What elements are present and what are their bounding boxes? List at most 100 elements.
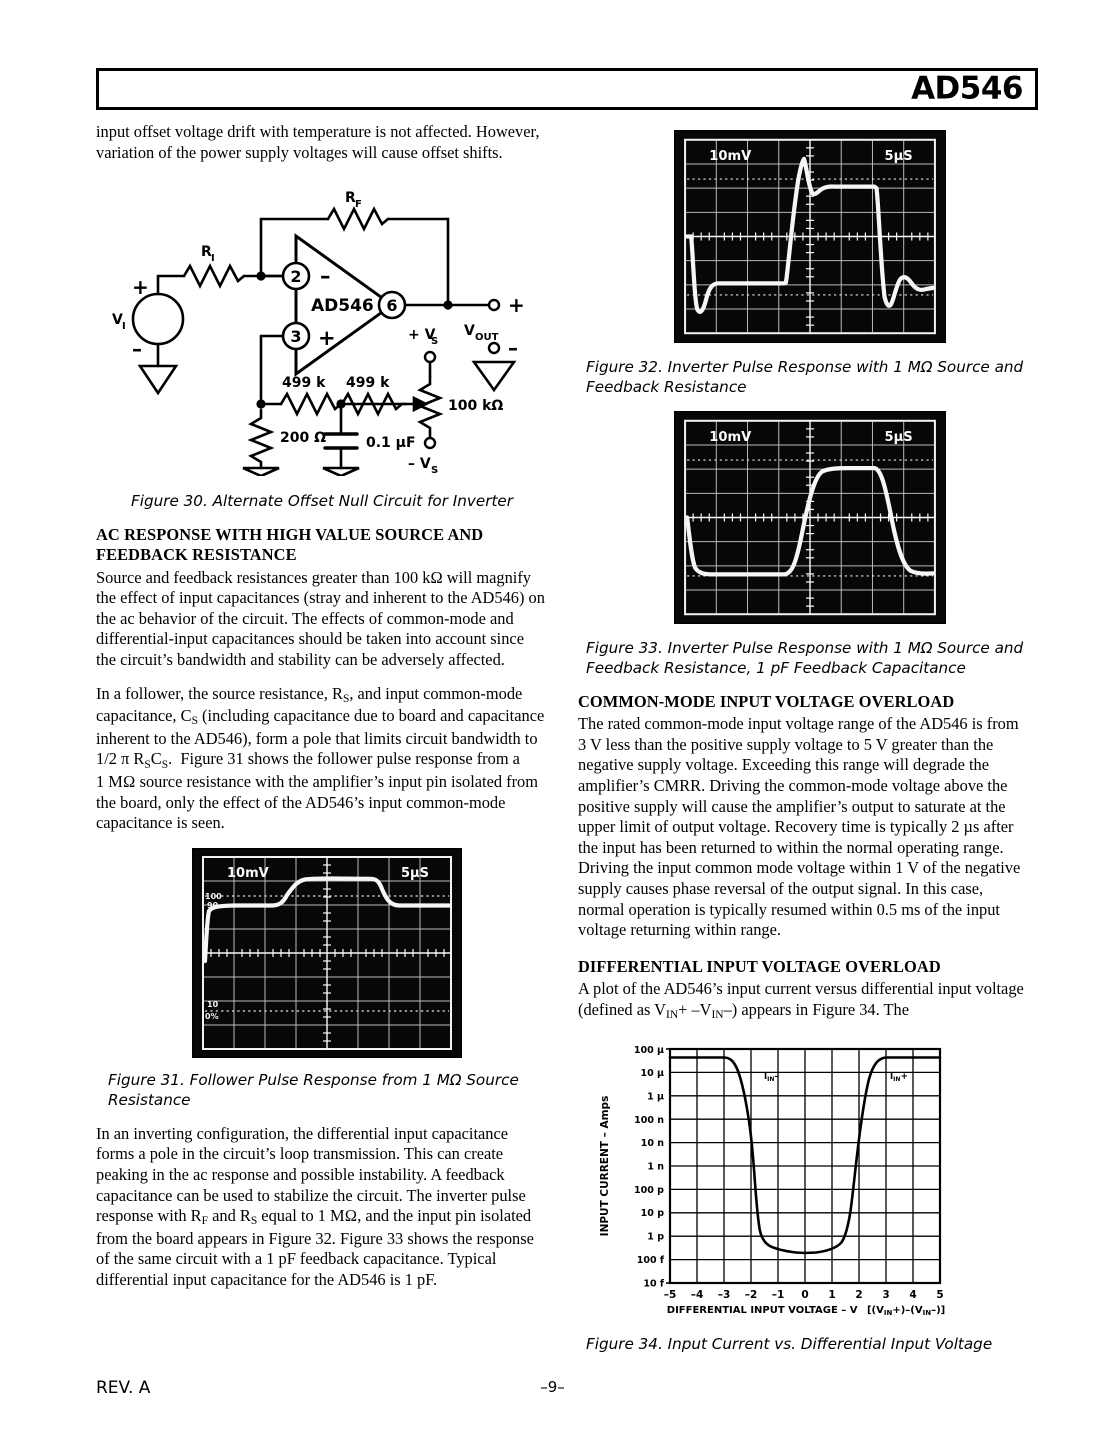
vout-plus-sign: + [508, 293, 525, 317]
right-column: 10mV 5µS Figure 32. Inverter Pulse Respo… [578, 122, 1030, 1368]
chart-annotation-iin-minus: IIN– [764, 1072, 779, 1083]
svg-text:1 p: 1 p [647, 1232, 664, 1243]
vs-pos-sub: S [431, 336, 438, 347]
chart-series-iin-minus [668, 1056, 807, 1255]
svg-text:1: 1 [828, 1289, 835, 1301]
input-current-chart-svg: 100 µ 10 µ 1 µ 100 n 10 n 1 n 100 p 10 p… [578, 1035, 978, 1326]
circuit-schematic-svg: 2 3 6 – + AD546 R F R I V I + – + – V OU… [112, 190, 525, 478]
svg-text:2: 2 [855, 1289, 862, 1301]
scope31-marker-0: 0% [205, 1012, 219, 1021]
intro-paragraph: input offset voltage drift with temperat… [96, 122, 540, 162]
heading-ac-response: AC RESPONSE WITH HIGH VALUE SOURCE AND F… [96, 525, 484, 565]
pin-6-bubble [377, 290, 407, 320]
node-dot-null-mid [336, 399, 346, 409]
chart-x-tick-labels: –5 –4 –3 –2 –1 0 1 2 3 4 5 [664, 1289, 944, 1301]
page-header-rule: AD546 [96, 68, 1038, 110]
svg-text:4: 4 [909, 1289, 916, 1301]
svg-text:10 p: 10 p [641, 1208, 665, 1219]
vi-minus-sign: – [132, 337, 142, 361]
svg-text:0: 0 [801, 1289, 808, 1301]
chart-series-iin-plus [803, 1056, 942, 1255]
scope31-marker-90: 90 [207, 901, 219, 910]
rf-sub: F [355, 199, 362, 210]
inverting-sign: – [320, 264, 331, 288]
inverting-config-paragraph: In an inverting configuration, the diffe… [96, 1123, 534, 1289]
vout-sub: OUT [475, 332, 499, 343]
svg-text:–1: –1 [772, 1289, 785, 1301]
scope31-vertical-scale: 10mV [227, 866, 269, 881]
svg-text:–4: –4 [691, 1289, 704, 1301]
svg-text:–5: –5 [664, 1289, 677, 1301]
svg-text:1 n: 1 n [647, 1162, 664, 1173]
differential-paragraph: A plot of the AD546’s input current vers… [578, 978, 1024, 1021]
rf-label: R [345, 190, 356, 206]
heading-differential-overload: DIFFERENTIAL INPUT VOLTAGE OVERLOAD [578, 956, 941, 976]
pin-2-bubble [281, 261, 311, 291]
heading-common-mode-overload: COMMON-MODE INPUT VOLTAGE OVERLOAD [578, 692, 955, 711]
figure-33-scope-image: 10mV 5µS [674, 411, 946, 624]
pin-3-label: 3 [290, 327, 301, 346]
svg-text:5: 5 [936, 1289, 943, 1301]
cap-label: 0.1 µF [366, 435, 416, 451]
svg-text:100 f: 100 f [637, 1255, 665, 1266]
svg-text:10 µ: 10 µ [640, 1068, 664, 1079]
r200-label: 200 Ω [280, 430, 326, 446]
common-mode-paragraph: The rated common-mode input voltage rang… [578, 714, 1021, 940]
chart-vertical-gridlines [696, 1049, 914, 1284]
pot-label: 100 kΩ [448, 398, 503, 414]
figure-34-chart: 100 µ 10 µ 1 µ 100 n 10 n 1 n 100 p 10 p… [578, 1035, 1030, 1330]
footer-revision: REV. A [96, 1378, 151, 1398]
figure-30-caption: Figure 30. Alternate Offset Null Circuit… [130, 492, 514, 511]
vout-minus-sign: – [508, 336, 518, 360]
vs-pos-label: + V [408, 327, 436, 343]
svg-text:1 µ: 1 µ [647, 1092, 664, 1103]
pin-3-bubble [281, 321, 311, 351]
vi-label: V [112, 312, 123, 328]
figure-32-caption: Figure 32. Inverter Pulse Response with … [586, 358, 1024, 396]
pin-2-label: 2 [290, 267, 301, 286]
vs-neg-label: – V [408, 456, 431, 472]
svg-text:3: 3 [882, 1289, 889, 1301]
scope33-horizontal-scale: 5µS [885, 430, 913, 445]
vout-label: V [464, 323, 475, 339]
scope31-horizontal-scale: 5µS [401, 866, 429, 881]
chart-y-axis-title: INPUT CURRENT – Amps [599, 1096, 611, 1237]
figure-31-scope-image: 100 90 10 0% 10mV 5µS [192, 847, 462, 1058]
footer-page-number: –9– [540, 1378, 565, 1396]
svg-text:100 µ: 100 µ [634, 1045, 664, 1056]
scope33-vertical-scale: 10mV [709, 430, 752, 445]
svg-text:100 n: 100 n [634, 1115, 664, 1126]
part-label: AD546 [311, 296, 374, 316]
left-column: input offset voltage drift with temperat… [96, 122, 548, 1303]
scope32-horizontal-scale: 5µS [885, 149, 913, 164]
svg-text:–3: –3 [718, 1289, 731, 1301]
vi-sub: I [122, 321, 126, 332]
figure-33-caption: Figure 33. Inverter Pulse Response with … [586, 639, 1024, 677]
scope32-vertical-scale: 10mV [709, 149, 752, 164]
figure-31-caption: Figure 31. Follower Pulse Response from … [108, 1070, 519, 1109]
vs-neg-sub: S [431, 465, 438, 476]
follower-paragraph: In a follower, the source resistance, RS… [96, 683, 545, 833]
chart-annotation-iin-plus: IIN+ [890, 1072, 908, 1083]
page-title: AD546 [911, 70, 1023, 107]
r499a-label: 499 k [282, 375, 326, 391]
scope31-marker-10: 10 [207, 1000, 219, 1009]
scope31-marker-100: 100 [205, 892, 222, 901]
noninverting-sign: + [318, 326, 336, 350]
node-dot-inverting [256, 271, 266, 281]
svg-text:100 p: 100 p [634, 1185, 664, 1196]
svg-text:10 f: 10 f [643, 1279, 665, 1290]
vi-plus-sign: + [132, 275, 149, 299]
svg-text:–2: –2 [745, 1289, 758, 1301]
chart-x-axis-title: DIFFERENTIAL INPUT VOLTAGE – V [(VIN+)–(… [667, 1305, 945, 1317]
figure-30-circuit-diagram: 2 3 6 – + AD546 R F R I V I + – + – V OU… [96, 176, 548, 481]
chart-y-tick-labels: 100 µ 10 µ 1 µ 100 n 10 n 1 n 100 p 10 p… [634, 1045, 665, 1290]
figure-32-scope-image: 10mV 5µS [674, 130, 946, 343]
pin-6-label: 6 [386, 296, 397, 315]
node-dot-output [443, 300, 453, 310]
figure-34-caption: Figure 34. Input Current vs. Differentia… [586, 1335, 993, 1354]
svg-text:10 n: 10 n [641, 1138, 665, 1149]
r499b-label: 499 k [346, 375, 390, 391]
ri-sub: I [211, 253, 215, 264]
ac-response-paragraph: Source and feedback resistances greater … [96, 567, 545, 669]
